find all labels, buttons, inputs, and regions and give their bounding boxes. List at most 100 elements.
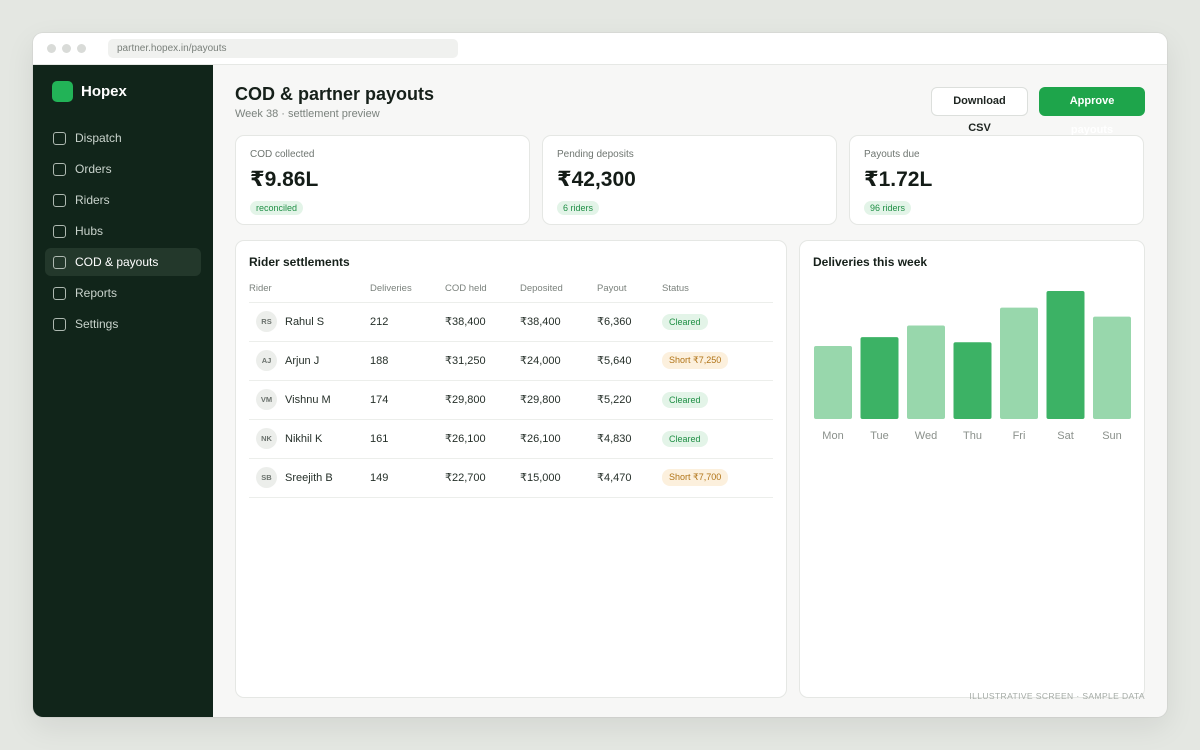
- bar-sun[interactable]: [1093, 316, 1131, 419]
- cod-held-cell: ₹29,800: [445, 380, 520, 420]
- browser-window: partner.hopex.in/payouts Hopex Dispatch O…: [33, 33, 1167, 717]
- payout-cell: ₹6,360: [597, 302, 662, 342]
- avatar: RS: [256, 311, 277, 332]
- payout-cell: ₹4,830: [597, 419, 662, 459]
- column-header[interactable]: Status: [662, 276, 773, 303]
- rider-name: Arjun J: [285, 354, 320, 367]
- table-header-row: Rider Deliveries COD held Deposited Payout St…: [249, 276, 773, 303]
- column-header[interactable]: Deposited: [520, 276, 597, 303]
- column-header[interactable]: Payout: [597, 276, 662, 303]
- sidebar-nav: Dispatch Orders Riders Hubs COD & payouts Rep…: [45, 124, 201, 338]
- brand[interactable]: Hopex: [52, 81, 201, 102]
- status-badge: Cleared: [662, 313, 708, 330]
- table-row[interactable]: AJ Arjun J 188 ₹31,250 ₹24,000 ₹5,640 Short ₹7…: [249, 341, 773, 381]
- approve-payouts-button[interactable]: Approve payouts: [1039, 87, 1145, 136]
- rider-cell: AJ Arjun J: [249, 341, 370, 381]
- x-tick-label: Tue: [870, 430, 889, 442]
- bar-thu[interactable]: [953, 342, 992, 419]
- rider-identity: RS Rahul S: [249, 311, 370, 332]
- avatar: VM: [256, 389, 277, 410]
- url-bar[interactable]: partner.hopex.in/payouts: [108, 39, 458, 58]
- sidebar-item-label: Reports: [75, 286, 118, 300]
- settlements-table: Rider Deliveries COD held Deposited Payout St…: [249, 276, 773, 498]
- status-badge: Cleared: [662, 430, 708, 447]
- bar-fri[interactable]: [1000, 307, 1038, 419]
- deliveries-cell: 149: [370, 458, 445, 498]
- sidebar-item-hubs[interactable]: Hubs: [45, 217, 201, 245]
- column-header[interactable]: COD held: [445, 276, 520, 303]
- main-content: COD & partner payouts Week 38 · settleme…: [213, 65, 1167, 717]
- rider-cell: VM Vishnu M: [249, 380, 370, 420]
- cod-held-cell: ₹22,700: [445, 458, 520, 498]
- column-header[interactable]: Deliveries: [370, 276, 445, 303]
- window-zoom-dot[interactable]: [77, 44, 86, 53]
- checkbox-square-icon: [53, 162, 66, 176]
- rider-cell: RS Rahul S: [249, 302, 370, 342]
- payout-cell: ₹5,220: [597, 380, 662, 420]
- deliveries-bar-chart: Mon Tue Wed Thu Fri Sat Sun: [814, 291, 1131, 442]
- sidebar-item-label: Riders: [75, 193, 110, 207]
- avatar: SB: [256, 467, 277, 488]
- payout-cell: ₹4,470: [597, 458, 662, 498]
- deliveries-cell: 161: [370, 419, 445, 459]
- deliveries-cell: 212: [370, 302, 445, 342]
- bar-mon[interactable]: [814, 346, 852, 419]
- kpi-cod-collected: COD collected ₹9.86L reconciled: [235, 135, 530, 225]
- rider-identity: NK Nikhil K: [249, 428, 370, 449]
- window-close-dot[interactable]: [47, 44, 56, 53]
- table-row[interactable]: VM Vishnu M 174 ₹29,800 ₹29,800 ₹5,220 Cleared: [249, 380, 773, 420]
- kpi-value: ₹9.86L: [250, 168, 319, 191]
- table-row[interactable]: NK Nikhil K 161 ₹26,100 ₹26,100 ₹4,830 Cleared: [249, 419, 773, 459]
- checkbox-square-icon: [53, 286, 66, 300]
- sidebar-item-riders[interactable]: Riders: [45, 186, 201, 214]
- x-tick-label: Sat: [1057, 430, 1074, 442]
- page-subtitle: Week 38 · settlement preview: [235, 108, 380, 120]
- avatar: NK: [256, 428, 277, 449]
- cod-held-cell: ₹31,250: [445, 341, 520, 381]
- status-badge: Short ₹7,250: [662, 352, 729, 369]
- deliveries-cell: 188: [370, 341, 445, 381]
- checkbox-square-icon: [53, 317, 66, 331]
- kpi-badge: 6 riders: [557, 201, 600, 215]
- download-csv-button[interactable]: Download CSV: [931, 87, 1028, 134]
- checkbox-square-icon: [53, 193, 66, 207]
- table-row[interactable]: SB Sreejith B 149 ₹22,700 ₹15,000 ₹4,470 Short…: [249, 458, 773, 498]
- bar-wed[interactable]: [907, 325, 945, 419]
- x-tick-label: Thu: [963, 430, 982, 442]
- kpi-label: Payouts due: [864, 149, 920, 160]
- rider-name: Sreejith B: [285, 471, 333, 484]
- kpi-badge: 96 riders: [864, 201, 912, 215]
- kpi-badge: reconciled: [250, 201, 304, 215]
- sidebar-item-cod-payouts[interactable]: COD & payouts: [45, 248, 201, 276]
- chart-title: Deliveries this week: [813, 255, 928, 269]
- table-row[interactable]: RS Rahul S 212 ₹38,400 ₹38,400 ₹6,360 Cleared: [249, 302, 773, 342]
- sidebar-item-orders[interactable]: Orders: [45, 155, 201, 183]
- column-header[interactable]: Rider: [249, 276, 370, 303]
- sidebar-item-label: Settings: [75, 317, 119, 331]
- rider-identity: AJ Arjun J: [249, 350, 370, 371]
- x-tick-label: Wed: [915, 430, 937, 442]
- status-cell: Short ₹7,700: [662, 458, 773, 498]
- status-cell: Cleared: [662, 302, 773, 342]
- sidebar-item-dispatch[interactable]: Dispatch: [45, 124, 201, 152]
- deposited-cell: ₹26,100: [520, 419, 597, 459]
- kpi-value: ₹1.72L: [864, 168, 933, 191]
- deposited-cell: ₹38,400: [520, 302, 597, 342]
- sidebar-item-reports[interactable]: Reports: [45, 279, 201, 307]
- sidebar-item-label: Dispatch: [75, 131, 122, 145]
- sidebar-item-settings[interactable]: Settings: [45, 310, 201, 338]
- deposited-cell: ₹15,000: [520, 458, 597, 498]
- avatar: AJ: [256, 350, 277, 371]
- window-minimize-dot[interactable]: [62, 44, 71, 53]
- rider-identity: SB Sreejith B: [249, 467, 370, 488]
- rider-name: Vishnu M: [285, 393, 331, 406]
- bar-tue[interactable]: [860, 337, 899, 419]
- sidebar: Hopex Dispatch Orders Riders Hubs COD & payo…: [33, 65, 213, 717]
- deliveries-chart-card: Deliveries this week Mon Tue Wed Thu Fri Sat S…: [799, 240, 1145, 698]
- rider-cell: SB Sreejith B: [249, 458, 370, 498]
- kpi-payouts-due: Payouts due ₹1.72L 96 riders: [849, 135, 1144, 225]
- page-title: COD & partner payouts: [235, 84, 435, 104]
- cod-held-cell: ₹38,400: [445, 302, 520, 342]
- bar-sat[interactable]: [1046, 291, 1085, 419]
- rider-identity: VM Vishnu M: [249, 389, 370, 410]
